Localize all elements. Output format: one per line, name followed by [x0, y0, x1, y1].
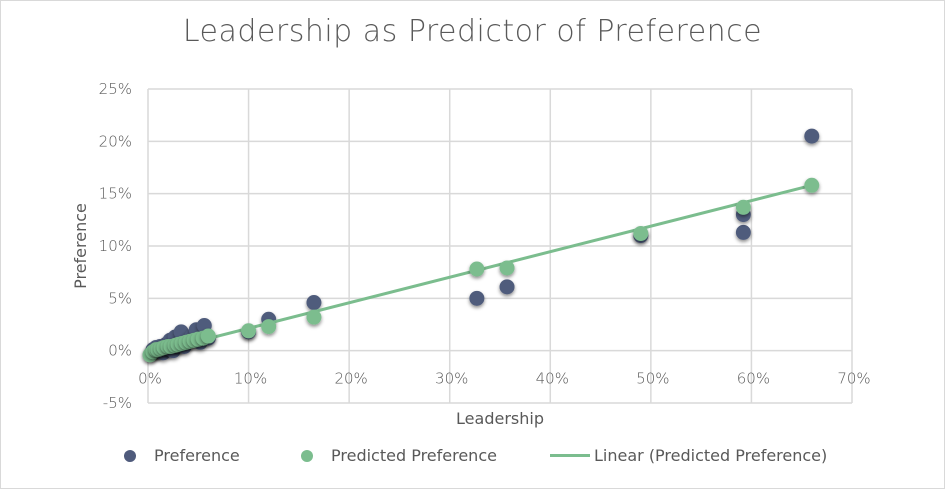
preference-point [306, 295, 322, 311]
preference-point [469, 290, 485, 306]
x-tick-label: 50% [636, 370, 669, 388]
dot-marker-icon [124, 449, 136, 462]
x-tick-label: 10% [234, 370, 267, 388]
dot-marker-icon [301, 449, 313, 462]
legend-label: Preference [154, 446, 240, 465]
predicted-preference-point [735, 199, 751, 215]
predicted-preference-point [261, 319, 277, 335]
legend-item-preference[interactable]: Preference [124, 446, 240, 465]
x-tick-label: 40% [536, 370, 569, 388]
gridlines [147, 88, 853, 404]
y-tick-label: 25% [99, 80, 132, 98]
chart-legend: Preference Predicted Preference Linear (… [0, 446, 945, 470]
preference-point [804, 128, 820, 144]
x-tick-label: 30% [435, 370, 468, 388]
x-axis-label: Leadership [456, 409, 544, 428]
predicted-preference-point [469, 261, 485, 277]
y-tick-label: -5% [103, 394, 132, 412]
y-axis-label: Preference [71, 203, 90, 289]
legend-label: Linear (Predicted Preference) [594, 446, 828, 465]
x-axis-ticks: 0% 10% 20% 30% 40% 50% 60% 70% [138, 370, 871, 388]
predicted-preference-point [200, 328, 216, 344]
legend-label: Predicted Preference [331, 446, 497, 465]
x-tick-label: 70% [837, 370, 870, 388]
predicted-preference-point [241, 323, 257, 339]
legend-item-linear-trendline[interactable]: Linear (Predicted Preference) [550, 446, 827, 465]
predicted-preference-point [499, 260, 515, 276]
y-tick-label: 10% [99, 237, 132, 255]
y-tick-label: 5% [108, 289, 132, 307]
x-tick-label: 20% [334, 370, 367, 388]
x-tick-label: 60% [737, 370, 770, 388]
x-tick-label: 0% [138, 370, 162, 388]
predicted-preference-point [633, 225, 649, 241]
line-marker-icon [550, 454, 590, 457]
predicted-points-layer [142, 177, 820, 363]
predicted-preference-point [804, 177, 820, 193]
predicted-preference-point [306, 309, 322, 325]
chart-title: Leadership as Predictor of Preference [182, 14, 763, 49]
legend-item-predicted-preference[interactable]: Predicted Preference [301, 446, 497, 465]
y-tick-label: 0% [108, 342, 132, 360]
y-tick-label: 20% [99, 132, 132, 150]
y-axis-ticks: 25% 20% 15% 10% 5% 0% -5% [99, 80, 132, 412]
y-tick-label: 15% [99, 185, 132, 203]
preference-point [735, 224, 751, 240]
preference-point [499, 279, 515, 295]
